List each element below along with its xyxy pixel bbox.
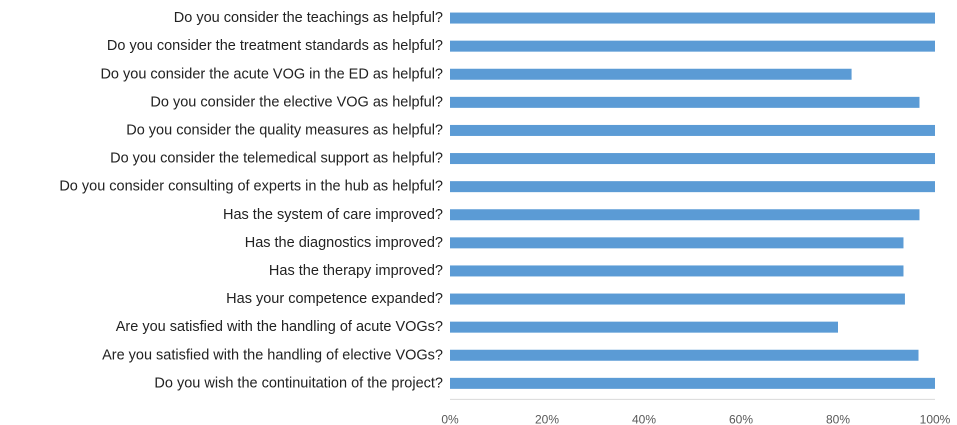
category-label: Has the system of care improved? (223, 207, 443, 223)
bar (450, 209, 920, 221)
category-label: Has the therapy improved? (269, 263, 443, 279)
x-tick-label: 100% (920, 412, 951, 425)
x-tick-label: 0% (441, 412, 459, 425)
category-label: Do you consider the quality measures as … (126, 122, 443, 138)
category-label: Are you satisfied with the handling of e… (102, 347, 443, 363)
category-label: Do you consider the elective VOG as help… (150, 94, 443, 110)
category-label: Has the diagnostics improved? (245, 235, 443, 251)
bar (450, 321, 838, 333)
bar (450, 96, 920, 108)
category-label: Do you consider the acute VOG in the ED … (100, 66, 443, 82)
bar (450, 12, 935, 24)
x-tick-label: 80% (826, 412, 850, 425)
bar (450, 40, 935, 52)
bar (450, 293, 905, 305)
bar (450, 377, 935, 389)
bar (450, 349, 919, 361)
category-label: Do you consider the telemedical support … (110, 151, 443, 167)
category-label: Are you satisfied with the handling of a… (116, 319, 443, 335)
category-label: Do you wish the continuitation of the pr… (154, 375, 443, 391)
bar (450, 68, 852, 80)
x-tick-label: 20% (535, 412, 559, 425)
category-label: Has your competence expanded? (226, 291, 443, 307)
bar (450, 153, 935, 165)
category-label: Do you consider the teachings as helpful… (174, 10, 443, 26)
x-tick-label: 40% (632, 412, 656, 425)
bar (450, 237, 904, 249)
bar (450, 265, 904, 277)
x-axis-ticks: 0% 20% 40% 60% 80% 100% (441, 412, 950, 425)
category-label: Do you consider consulting of experts in… (59, 179, 443, 195)
bar (450, 124, 935, 136)
bars (450, 12, 935, 389)
x-tick-label: 60% (729, 412, 753, 425)
category-label: Do you consider the treatment standards … (107, 38, 443, 54)
bar (450, 181, 935, 193)
category-labels: Do you consider the teachings as helpful… (59, 10, 443, 391)
